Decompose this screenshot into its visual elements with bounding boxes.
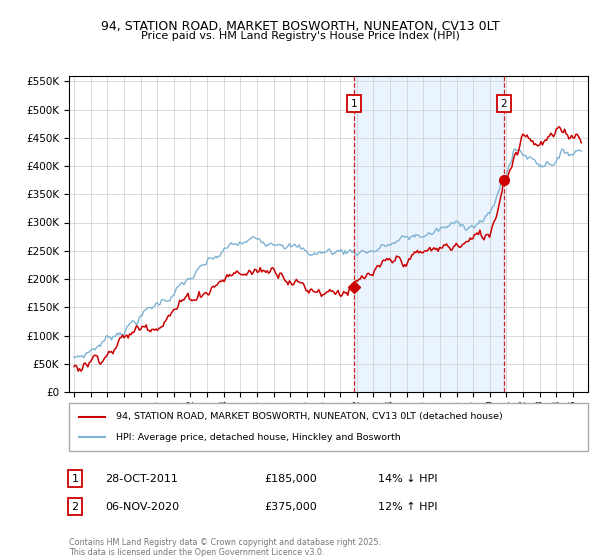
FancyBboxPatch shape — [69, 403, 588, 451]
Text: 14% ↓ HPI: 14% ↓ HPI — [378, 474, 437, 484]
Text: Contains HM Land Registry data © Crown copyright and database right 2025.
This d: Contains HM Land Registry data © Crown c… — [69, 538, 381, 557]
Text: 2: 2 — [71, 502, 79, 512]
Text: 12% ↑ HPI: 12% ↑ HPI — [378, 502, 437, 512]
Text: 94, STATION ROAD, MARKET BOSWORTH, NUNEATON, CV13 0LT (detached house): 94, STATION ROAD, MARKET BOSWORTH, NUNEA… — [116, 412, 502, 421]
Text: 1: 1 — [350, 99, 357, 109]
Text: HPI: Average price, detached house, Hinckley and Bosworth: HPI: Average price, detached house, Hinc… — [116, 433, 400, 442]
Text: £185,000: £185,000 — [264, 474, 317, 484]
Text: £375,000: £375,000 — [264, 502, 317, 512]
Text: Price paid vs. HM Land Registry's House Price Index (HPI): Price paid vs. HM Land Registry's House … — [140, 31, 460, 41]
Text: 2: 2 — [500, 99, 508, 109]
Text: 94, STATION ROAD, MARKET BOSWORTH, NUNEATON, CV13 0LT: 94, STATION ROAD, MARKET BOSWORTH, NUNEA… — [101, 20, 499, 32]
Text: 28-OCT-2011: 28-OCT-2011 — [105, 474, 178, 484]
Bar — [354, 76, 504, 392]
Text: 1: 1 — [71, 474, 79, 484]
Text: 06-NOV-2020: 06-NOV-2020 — [105, 502, 179, 512]
